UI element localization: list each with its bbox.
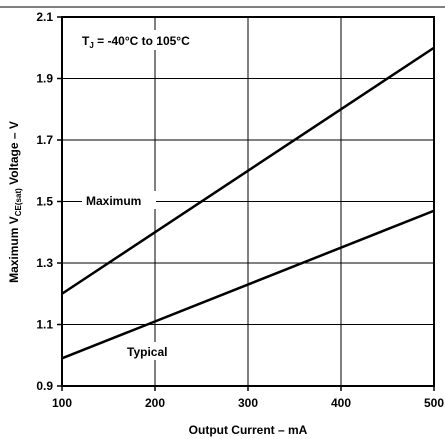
y-tick-label: 2.1 (36, 10, 53, 24)
annotation-suffix: = -40°C to 105°C (94, 34, 190, 48)
annotation-bg (78, 30, 242, 50)
temperature-annotation: TJ = -40°C to 105°C (82, 34, 190, 50)
x-axis-ticks: 100 200 300 400 500 (52, 386, 444, 410)
y-axis-title: Maximum VCE(sat) Voltage – V (7, 121, 23, 283)
annotation-subscript: J (89, 41, 93, 50)
x-tick-label: 500 (424, 396, 444, 410)
y-tick-label: 1.7 (36, 133, 53, 147)
x-tick-label: 100 (52, 396, 72, 410)
y-axis-title-prefix: Maximum V (7, 216, 21, 283)
y-axis-title-subscript: CE(sat) (14, 188, 23, 216)
y-axis-ticks: 0.9 1.1 1.3 1.5 1.7 1.9 2.1 (36, 10, 62, 393)
x-axis-title: Output Current – mA (189, 423, 308, 437)
y-tick-label: 0.9 (36, 379, 53, 393)
y-tick-label: 1.9 (36, 72, 53, 86)
x-tick-label: 300 (238, 396, 258, 410)
typical-label-bg (122, 342, 180, 360)
y-axis-title-suffix: Voltage – V (7, 121, 21, 188)
annotation-prefix: T (82, 34, 90, 48)
series-label-typical: Typical (127, 345, 167, 359)
y-tick-label: 1.3 (36, 256, 53, 270)
x-tick-label: 200 (145, 396, 165, 410)
series-group (61, 46, 435, 360)
y-tick-label: 1.5 (36, 195, 53, 209)
maximum-label-bg (82, 191, 156, 209)
series-label-maximum: Maximum (86, 194, 141, 208)
y-tick-label: 1.1 (36, 318, 53, 332)
x-tick-label: 400 (331, 396, 351, 410)
series-line-maximum (61, 46, 435, 295)
series-line-typical (61, 209, 435, 360)
